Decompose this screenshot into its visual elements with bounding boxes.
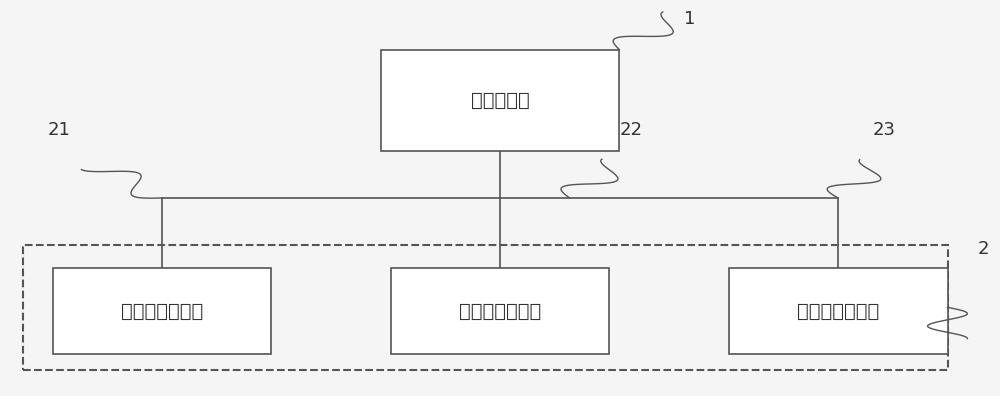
Text: 2: 2 bbox=[977, 240, 989, 258]
Text: 第三电池传感器: 第三电池传感器 bbox=[797, 302, 879, 321]
Text: 23: 23 bbox=[873, 122, 896, 139]
Text: 22: 22 bbox=[619, 122, 642, 139]
FancyBboxPatch shape bbox=[53, 268, 271, 354]
FancyBboxPatch shape bbox=[381, 50, 619, 151]
FancyBboxPatch shape bbox=[391, 268, 609, 354]
Text: 21: 21 bbox=[48, 122, 70, 139]
Text: 第二电池传感器: 第二电池传感器 bbox=[459, 302, 541, 321]
Text: 第一电池传感器: 第一电池传感器 bbox=[121, 302, 203, 321]
FancyBboxPatch shape bbox=[729, 268, 948, 354]
Text: 1: 1 bbox=[684, 10, 695, 28]
Text: 主节点单元: 主节点单元 bbox=[471, 91, 529, 110]
